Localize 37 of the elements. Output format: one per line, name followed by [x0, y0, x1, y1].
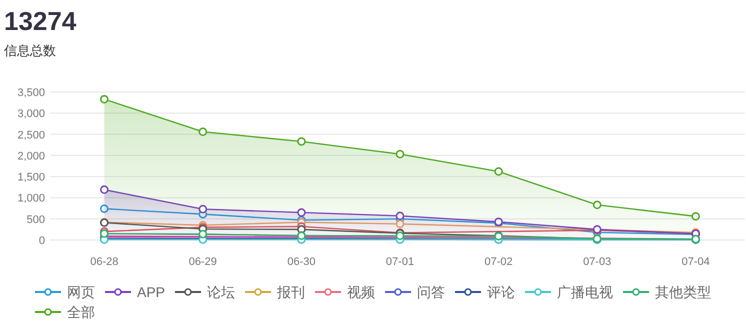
legend-item: 评论 [455, 284, 516, 300]
legend-item: 视频 [315, 284, 376, 300]
chart-title: 13274 [4, 6, 77, 36]
legend-label: 报刊 [276, 284, 306, 300]
y-tick-label: 0 [38, 235, 45, 247]
legend-item: 报刊 [245, 284, 306, 300]
legend-label: 问答 [417, 284, 446, 300]
x-tick-label: 06-30 [287, 256, 316, 268]
legend-label: 全部 [67, 304, 95, 320]
legend-label: 网页 [67, 284, 95, 300]
legend-item: APP [105, 284, 166, 300]
legend-item: 其他类型 [623, 284, 712, 300]
chart-subtitle: 信息总数 [4, 43, 56, 58]
y-tick-label: 2,000 [17, 150, 45, 162]
y-tick-label: 2,500 [17, 129, 45, 142]
legend-label: 评论 [487, 284, 516, 300]
legend-item: 论坛 [175, 284, 236, 300]
legend-item: 问答 [385, 284, 446, 300]
y-tick-label: 1,000 [17, 192, 45, 205]
legend-item: 广播电视 [525, 284, 614, 300]
legend-item: 网页 [35, 284, 95, 300]
x-tick-label: 07-02 [484, 256, 513, 268]
y-tick-label: 3,500 [17, 87, 45, 99]
legend-label: APP [137, 284, 166, 300]
legend-label: 其他类型 [655, 284, 712, 300]
y-tick-label: 500 [26, 214, 45, 226]
legend-label: 视频 [347, 284, 376, 300]
x-tick-label: 07-01 [386, 256, 414, 268]
y-tick-label: 3,000 [17, 108, 45, 120]
legend-label: 论坛 [207, 284, 236, 300]
x-tick-label: 06-29 [188, 256, 217, 268]
legend-item: 全部 [35, 304, 95, 320]
x-tick-label: 07-04 [682, 256, 710, 268]
x-tick-label: 07-03 [583, 256, 612, 268]
legend-label: 广播电视 [557, 284, 614, 300]
y-tick-label: 1,500 [17, 172, 45, 184]
x-tick-label: 06-28 [90, 256, 118, 268]
